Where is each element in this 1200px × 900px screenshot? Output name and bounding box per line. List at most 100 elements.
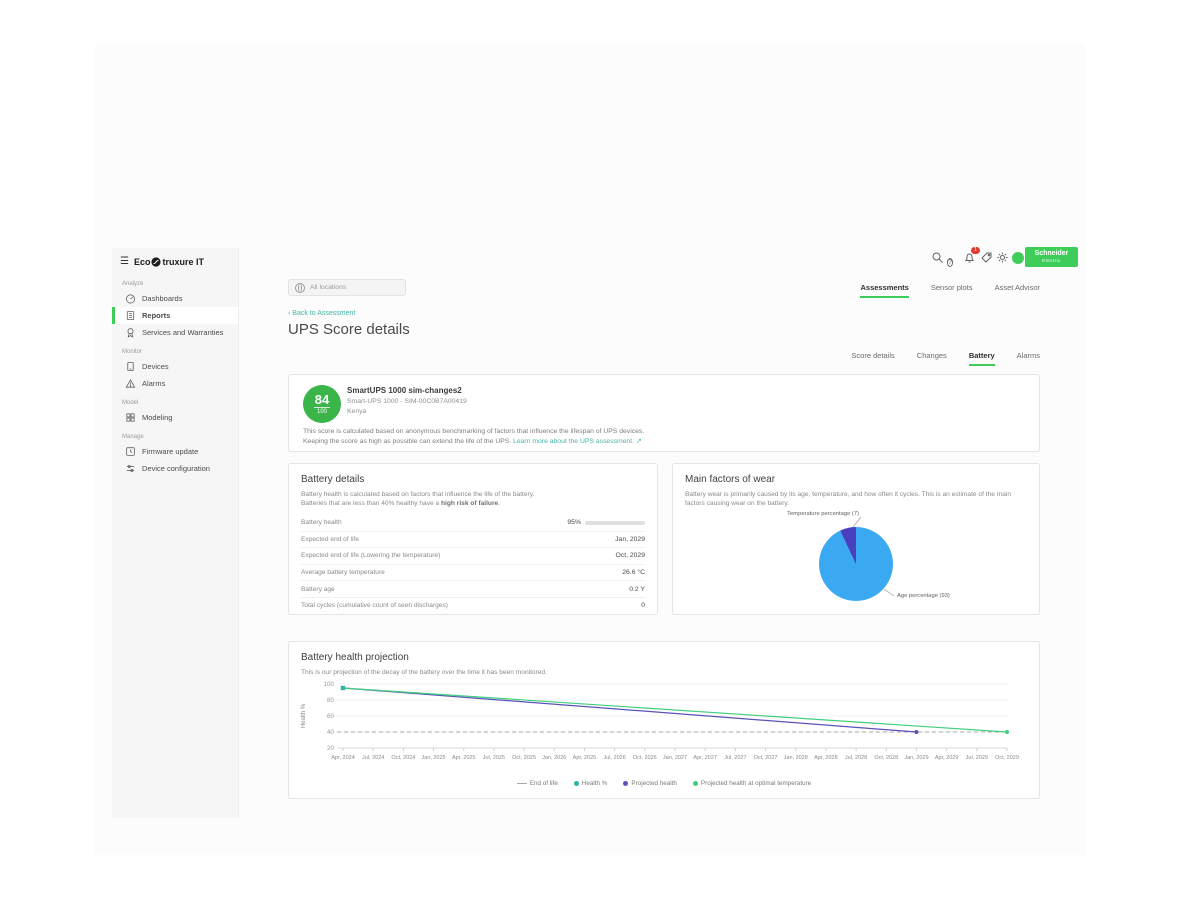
reports-icon bbox=[125, 310, 136, 321]
legend-dash-marker bbox=[517, 783, 527, 784]
battery-detail-label: Expected end of life bbox=[301, 536, 359, 543]
sidebar-section-label: Analyze bbox=[112, 273, 238, 290]
battery-detail-row: Battery health95% bbox=[301, 515, 645, 532]
subtab-changes[interactable]: Changes bbox=[917, 351, 947, 366]
sidebar-item-firmware-update[interactable]: Firmware update bbox=[112, 443, 238, 460]
hamburger-menu-icon[interactable]: ☰ bbox=[120, 256, 129, 267]
device-model-serial: Smart-UPS 1000 - SIM-00C0B7A00419 bbox=[347, 398, 467, 405]
svg-text:Jan, 2025: Jan, 2025 bbox=[421, 755, 445, 761]
help-glyph: ? bbox=[947, 258, 953, 267]
chart-legend: End of lifeHealth %Projected healthProje… bbox=[289, 780, 1039, 787]
sidebar-item-label: Devices bbox=[142, 362, 169, 371]
battery-detail-label: Total cycles (cumulative count of seen d… bbox=[301, 602, 448, 609]
legend-item-projected-health: Projected health bbox=[623, 780, 677, 787]
subtab-score-details[interactable]: Score details bbox=[851, 351, 894, 366]
health-projection-card: Battery health projection This is our pr… bbox=[288, 641, 1040, 799]
battery-detail-row: Average battery temperature 26.6 °C bbox=[301, 565, 645, 582]
modeling-icon bbox=[125, 412, 136, 423]
sidebar-item-dashboards[interactable]: Dashboards bbox=[112, 290, 238, 307]
svg-text:Jul, 2024: Jul, 2024 bbox=[362, 755, 384, 761]
learn-more-link[interactable]: Learn more about the UPS assessment. ↗ bbox=[513, 438, 642, 445]
logo-suffix: truxure IT bbox=[162, 257, 204, 267]
svg-text:Jul, 2028: Jul, 2028 bbox=[845, 755, 867, 761]
ups-score-card: 84 100 SmartUPS 1000 sim-changes2 Smart-… bbox=[288, 374, 1040, 452]
svg-text:Apr, 2026: Apr, 2026 bbox=[573, 755, 597, 761]
sidebar-item-device-configuration[interactable]: Device configuration bbox=[112, 460, 238, 477]
back-to-assessment-link[interactable]: ‹ Back to Assessment bbox=[288, 310, 355, 317]
battery-detail-row: Battery age0.2 Y bbox=[301, 581, 645, 598]
tab-assessments[interactable]: Assessments bbox=[860, 283, 908, 298]
tab-asset-advisor[interactable]: Asset Advisor bbox=[995, 283, 1040, 298]
location-filter-value: All locations bbox=[310, 284, 346, 291]
legend-label: Projected health at optimal temperature bbox=[701, 780, 811, 787]
battery-details-title: Battery details bbox=[301, 474, 645, 485]
battery-detail-row: Expected end of life (Lowering the tempe… bbox=[301, 548, 645, 565]
score-description-line2: Keeping the score as high as possible ca… bbox=[303, 438, 511, 445]
subtab-battery[interactable]: Battery bbox=[969, 351, 995, 366]
user-avatar[interactable] bbox=[1012, 252, 1024, 264]
battery-detail-value: 0.2 Y bbox=[629, 586, 645, 593]
sidebar-item-label: Modeling bbox=[142, 413, 172, 422]
svg-text:Jul, 2026: Jul, 2026 bbox=[603, 755, 625, 761]
svg-text:Oct, 2029: Oct, 2029 bbox=[995, 755, 1019, 761]
sidebar: ☰ Ecotruxure IT AnalyzeDashboardsReports… bbox=[112, 248, 239, 818]
sidebar-item-label: Firmware update bbox=[142, 447, 198, 456]
battery-detail-value: 26.6 °C bbox=[622, 569, 645, 576]
battery-detail-label: Average battery temperature bbox=[301, 569, 385, 576]
sidebar-item-label: Device configuration bbox=[142, 464, 210, 473]
location-filter-input[interactable]: All locations bbox=[288, 279, 406, 296]
sidebar-item-services-and-warranties[interactable]: Services and Warranties bbox=[112, 324, 238, 341]
svg-text:Oct, 2024: Oct, 2024 bbox=[391, 755, 415, 761]
device-location: Kenya bbox=[347, 408, 467, 415]
subtab-alarms[interactable]: Alarms bbox=[1017, 351, 1040, 366]
pie-label-temperature: Temperature percentage (7) bbox=[711, 511, 859, 517]
score-divider bbox=[314, 407, 330, 408]
globe-icon bbox=[295, 283, 305, 293]
search-icon[interactable] bbox=[931, 251, 944, 264]
legend-item-projected-health-at-optimal-temperature: Projected health at optimal temperature bbox=[693, 780, 811, 787]
score-max: 100 bbox=[317, 409, 327, 416]
dashboards-icon bbox=[125, 293, 136, 304]
svg-text:Jul, 2025: Jul, 2025 bbox=[483, 755, 505, 761]
schneider-electric-logo: Schneider Electric bbox=[1025, 247, 1078, 267]
legend-label: Projected health bbox=[631, 780, 677, 787]
sidebar-item-label: Alarms bbox=[142, 379, 165, 388]
legend-dot-marker bbox=[623, 781, 628, 786]
external-link-icon: ↗ bbox=[636, 438, 642, 445]
sidebar-item-devices[interactable]: Devices bbox=[112, 358, 238, 375]
legend-item-end-of-life: End of life bbox=[517, 780, 558, 787]
notifications-bell-icon[interactable]: 1 bbox=[963, 251, 976, 264]
wear-factors-card: Main factors of wear Battery wear is pri… bbox=[672, 463, 1040, 615]
tag-icon[interactable] bbox=[980, 251, 993, 264]
svg-text:Jan, 2029: Jan, 2029 bbox=[904, 755, 928, 761]
firmware-icon bbox=[125, 446, 136, 457]
battery-details-table: Battery health95%Expected end of lifeJan… bbox=[301, 515, 645, 614]
svg-text:Oct, 2026: Oct, 2026 bbox=[633, 755, 657, 761]
svg-text:Jan, 2027: Jan, 2027 bbox=[663, 755, 687, 761]
sidebar-item-modeling[interactable]: Modeling bbox=[112, 409, 238, 426]
sidebar-item-reports[interactable]: Reports bbox=[112, 307, 238, 324]
sidebar-header: ☰ Ecotruxure IT bbox=[112, 248, 238, 273]
settings-gear-icon[interactable] bbox=[996, 251, 1009, 264]
tab-sensor-plots[interactable]: Sensor plots bbox=[931, 283, 973, 298]
device-info: SmartUPS 1000 sim-changes2 Smart-UPS 100… bbox=[347, 386, 467, 415]
battery-details-card: Battery details Battery health is calcul… bbox=[288, 463, 658, 615]
svg-text:Apr, 2029: Apr, 2029 bbox=[935, 755, 959, 761]
svg-text:Apr, 2028: Apr, 2028 bbox=[814, 755, 838, 761]
chevron-left-icon: ‹ bbox=[288, 310, 290, 317]
config-icon bbox=[125, 463, 136, 474]
battery-detail-row: Total cycles (cumulative count of seen d… bbox=[301, 598, 645, 614]
svg-text:Health %: Health % bbox=[301, 703, 307, 728]
svg-text:Jan, 2028: Jan, 2028 bbox=[784, 755, 808, 761]
help-icon[interactable]: ? bbox=[947, 251, 960, 264]
battery-detail-value: 0 bbox=[641, 602, 645, 609]
sidebar-item-alarms[interactable]: Alarms bbox=[112, 375, 238, 392]
svg-text:Oct, 2027: Oct, 2027 bbox=[754, 755, 778, 761]
wear-card-title: Main factors of wear bbox=[685, 474, 1027, 485]
health-projection-chart: 20406080100Apr, 2024Jul, 2024Oct, 2024Ja… bbox=[295, 676, 1035, 776]
svg-text:Oct, 2025: Oct, 2025 bbox=[512, 755, 536, 761]
ecostruxure-logo-glyph bbox=[151, 257, 161, 267]
learn-more-label: Learn more about the UPS assessment. bbox=[513, 438, 634, 445]
score-badge: 84 100 bbox=[303, 385, 341, 423]
wear-card-description: Battery wear is primarily caused by its … bbox=[685, 490, 1025, 508]
